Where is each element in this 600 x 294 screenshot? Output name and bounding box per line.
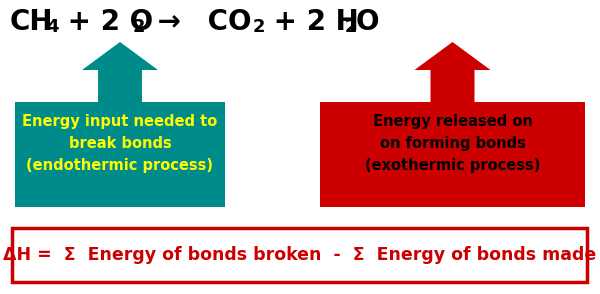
Text: + 2 O: + 2 O <box>58 8 153 36</box>
Text: ΔH =  Σ  Energy of bonds broken  -  Σ  Energy of bonds made: ΔH = Σ Energy of bonds broken - Σ Energy… <box>3 246 596 264</box>
Bar <box>320 102 585 207</box>
FancyArrow shape <box>82 42 158 102</box>
Text: on forming bonds: on forming bonds <box>380 136 526 151</box>
Text: 4: 4 <box>46 18 59 36</box>
Text: O: O <box>356 8 380 36</box>
Text: Energy input needed to: Energy input needed to <box>22 114 218 129</box>
Text: CO: CO <box>198 8 251 36</box>
Bar <box>15 102 225 207</box>
Text: (exothermic process): (exothermic process) <box>365 158 540 173</box>
Text: Energy released on: Energy released on <box>373 114 532 129</box>
Text: (endothermic process): (endothermic process) <box>26 158 214 173</box>
Text: break bonds: break bonds <box>68 136 172 151</box>
Text: 2: 2 <box>345 18 358 36</box>
FancyArrow shape <box>415 42 491 102</box>
Text: CH: CH <box>10 8 53 36</box>
Text: + 2 H: + 2 H <box>264 8 359 36</box>
Text: 2: 2 <box>253 18 265 36</box>
Bar <box>12 228 587 282</box>
Text: 2: 2 <box>133 18 146 36</box>
Text: →: → <box>148 8 181 36</box>
